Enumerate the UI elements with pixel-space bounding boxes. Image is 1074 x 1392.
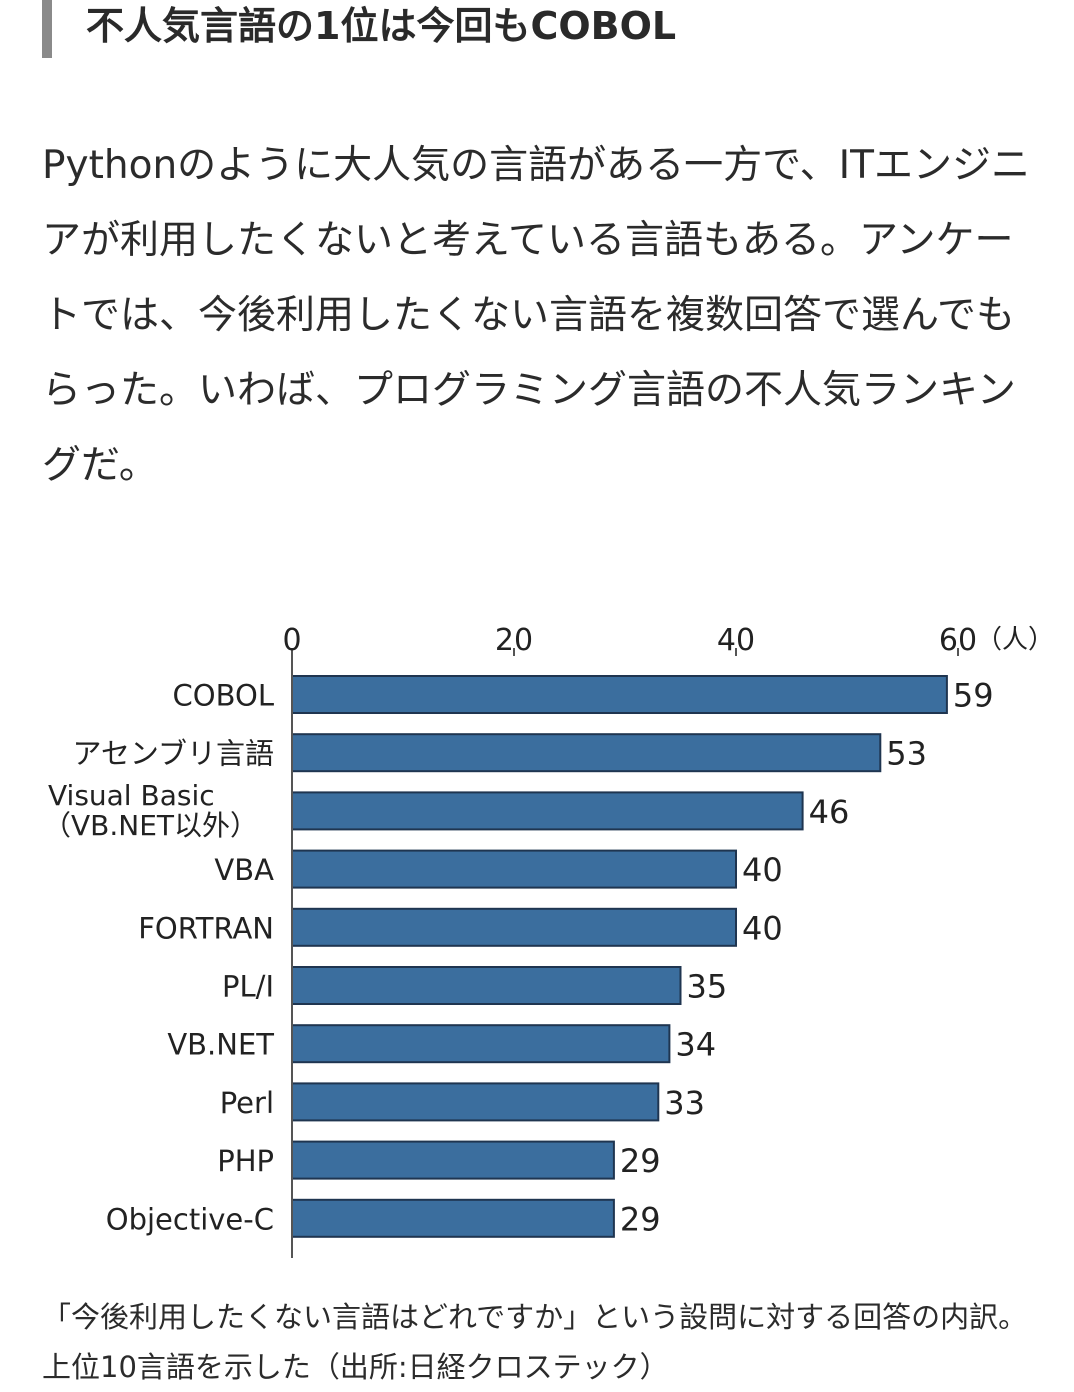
x-tick-label: 20 [495, 623, 533, 658]
category-label: FORTRAN [138, 911, 274, 945]
category-label: Visual Basic（VB.NET以外） [43, 779, 258, 842]
category-label: アセンブリ言語 [72, 737, 274, 771]
bar [291, 1140, 615, 1180]
category-label: Objective-C [106, 1202, 274, 1236]
value-label: 53 [886, 735, 927, 773]
value-label: 34 [675, 1026, 716, 1064]
bar [291, 1082, 660, 1122]
x-tick-label: 60 [939, 623, 977, 658]
bar [291, 1198, 615, 1238]
bars [291, 675, 948, 1238]
bar [291, 733, 882, 773]
value-label: 29 [620, 1200, 661, 1238]
value-label: 40 [742, 909, 783, 947]
bar [291, 1024, 671, 1064]
bar [291, 791, 804, 831]
value-label: 33 [664, 1084, 705, 1122]
svg-text:（VB.NET以外）: （VB.NET以外） [43, 809, 258, 842]
chart-caption: 「今後利用したくない言語はどれですか」という設問に対する回答の内訳。上位10言語… [42, 1300, 1028, 1384]
category-label: VB.NET [167, 1028, 274, 1062]
value-label: 35 [687, 968, 728, 1006]
category-labels: COBOL アセンブリ言語 Visual Basic（VB.NET以外） VBA FOR… [43, 679, 274, 1237]
category-label: COBOL [173, 679, 274, 713]
value-label: 46 [809, 793, 850, 831]
bar [291, 966, 682, 1005]
bar [291, 907, 737, 947]
svg-text:Visual Basic: Visual Basic [48, 779, 215, 812]
article-paragraph: Pythonのように大人気の言語がある一方で、ITエンジニアが利用したくないと考… [42, 143, 1030, 488]
category-label: PHP [217, 1144, 274, 1178]
section-heading: 不人気言語の1位は今回もCOBOL [86, 4, 677, 48]
x-axis-ticks: 0 20 40 60（人） [282, 623, 1054, 658]
bar [291, 849, 737, 889]
category-label: PL/I [222, 970, 274, 1004]
value-label: 29 [620, 1142, 661, 1180]
x-tick-label: 40 [717, 623, 755, 658]
x-tick-label: 0 [282, 623, 301, 658]
x-axis-unit: （人） [976, 625, 1054, 655]
category-label: Perl [220, 1086, 274, 1120]
bar-chart: 0 20 40 60（人） COBOL アセンブリ言語 Visual Basic（VB.N… [43, 623, 1054, 1258]
bar [291, 675, 948, 714]
value-label: 40 [742, 851, 783, 889]
value-label: 59 [953, 677, 994, 715]
category-label: VBA [214, 853, 274, 887]
heading-accent-bar [42, 0, 52, 58]
